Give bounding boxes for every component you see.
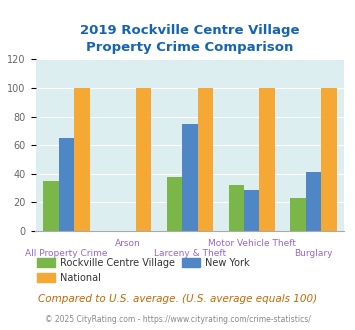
Text: Compared to U.S. average. (U.S. average equals 100): Compared to U.S. average. (U.S. average … [38, 294, 317, 304]
Bar [43, 181, 59, 231]
Text: Burglary: Burglary [294, 249, 333, 258]
Bar [229, 185, 244, 231]
Bar [306, 172, 321, 231]
Text: Motor Vehicle Theft: Motor Vehicle Theft [208, 239, 296, 248]
Legend: Rockville Centre Village, National, New York: Rockville Centre Village, National, New … [33, 254, 253, 287]
Bar [59, 138, 74, 231]
Bar [136, 88, 151, 231]
Bar [244, 189, 260, 231]
Bar [321, 88, 337, 231]
Text: © 2025 CityRating.com - https://www.cityrating.com/crime-statistics/: © 2025 CityRating.com - https://www.city… [45, 315, 310, 324]
Text: All Property Crime: All Property Crime [25, 249, 108, 258]
Bar [290, 198, 306, 231]
Text: Arson: Arson [115, 239, 141, 248]
Bar [198, 88, 213, 231]
Bar [74, 88, 89, 231]
Title: 2019 Rockville Centre Village
Property Crime Comparison: 2019 Rockville Centre Village Property C… [80, 24, 300, 54]
Bar [260, 88, 275, 231]
Bar [182, 124, 198, 231]
Bar [167, 177, 182, 231]
Text: Larceny & Theft: Larceny & Theft [154, 249, 226, 258]
